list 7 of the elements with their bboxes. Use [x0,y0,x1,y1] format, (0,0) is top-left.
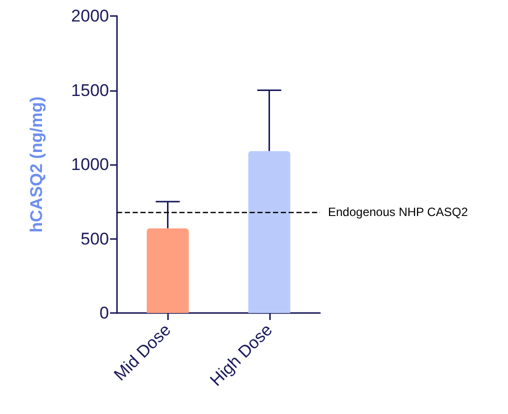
y-tick-label: 0 [100,304,109,322]
y-tick-label: 500 [80,229,109,248]
y-tick-label: 1000 [71,155,109,174]
y-axis-title: hCASQ2 (ng/mg) [27,96,46,232]
ref-line-label: Endogenous NHP CASQ2 [328,205,468,220]
y-tick-label: 1500 [71,80,109,100]
y-tick-label: 2000 [71,6,109,26]
